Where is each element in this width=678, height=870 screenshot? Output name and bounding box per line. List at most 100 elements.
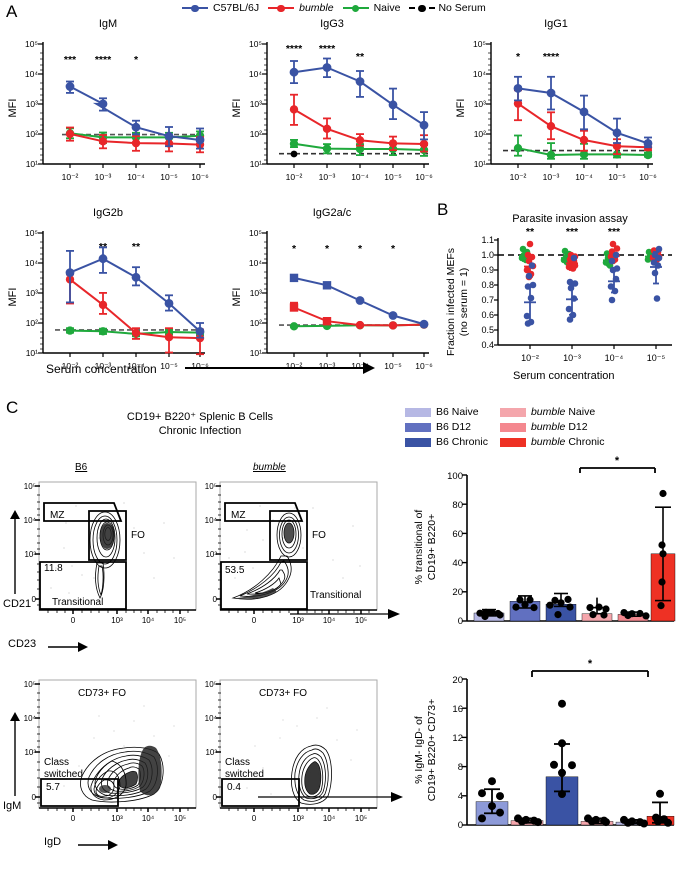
axis-label-y-parasite-2: (no serum = 1) <box>458 268 470 337</box>
series-c57bl6j <box>289 57 429 141</box>
gate-label-mz: MZ <box>50 510 64 521</box>
flow-ytick: 10⁵ <box>205 482 217 491</box>
gate-class-switched <box>221 778 300 807</box>
axis-label-y-transitional-1: % transitional of <box>413 510 425 585</box>
legend-label-b6-d12: B6 D12 <box>436 421 472 433</box>
series-c57bl6j <box>289 273 429 329</box>
chart-svg-parasite-invasion: Fraction infected MEFs (no serum = 1) 1.… <box>445 226 672 363</box>
xtick: 10⁻⁵ <box>647 353 666 363</box>
axis-arrow-panelA <box>185 362 375 374</box>
ytick: 10³ <box>474 99 486 109</box>
ytick: 10² <box>474 129 486 139</box>
series-c57bl6j <box>65 80 205 150</box>
significance-marker: *** <box>608 226 621 238</box>
series-bumble <box>65 273 205 356</box>
ytick: 20 <box>452 587 463 598</box>
panelc-title-line1: CD19+ B220⁺ Splenic B Cells <box>126 411 274 423</box>
xtick: 10⁻⁴ <box>575 172 593 182</box>
flow-plot-bumble-igm-igd: 10⁵ 10⁴ 10³ 0 0 10³ 10⁴ <box>185 676 385 846</box>
flow-ytick: 10⁵ <box>24 482 36 491</box>
flow-ytick: 10³ <box>205 748 217 757</box>
xtick: 10⁻⁵ <box>384 172 401 182</box>
ytick: 10⁴ <box>249 258 262 268</box>
flow-plot-b6-cd21-cd23: 10⁵ 10⁴ 10³ 0 0 10³ 10⁴ <box>4 478 204 648</box>
chart-svg-igg2b: 10⁵ 10⁴ 10³ 10² 10¹ MFI 10⁻² 10⁻³ <box>7 228 209 371</box>
ytick: 10¹ <box>250 159 262 169</box>
xtick: 10⁻² <box>510 172 527 182</box>
axis-label-y-classswitch-1: % IgM- IgD- of <box>413 716 425 784</box>
legend-item-no-serum: No Serum <box>409 2 486 14</box>
axis-label-y-igg1: MFI <box>455 99 467 118</box>
chart-igm: IgM 10⁵ 10⁴ 10³ 10² 10¹ MFI 10⁻² <box>0 18 216 198</box>
gate-label-class: Class <box>44 757 69 768</box>
flow-ytick: 10³ <box>205 550 217 559</box>
legend-label-bumble-chronic: bumble Chronic <box>531 436 605 448</box>
flow-xaxis-arrow-cd23 <box>48 642 88 652</box>
significance-marker: * <box>292 243 297 255</box>
gate-label-fo: FO <box>312 530 326 541</box>
flow-ytick: 10⁴ <box>205 516 218 525</box>
flow-xtick: 0 <box>71 814 76 823</box>
ytick: 10² <box>250 129 262 139</box>
ytick: 10¹ <box>474 159 486 169</box>
significance-marker: **** <box>543 51 560 63</box>
series-bumble <box>289 93 429 153</box>
axis-label-y-transitional-2: CD19+ B220+ <box>426 514 438 581</box>
flow-xtick: 10⁵ <box>355 616 367 625</box>
axis-label-y-parasite-1: Fraction infected MEFs <box>445 248 457 356</box>
ytick: 10¹ <box>250 348 262 358</box>
legend-label-b6-naive: B6 Naive <box>436 406 479 418</box>
swatch-b6-d12 <box>405 422 431 432</box>
legend-line-naive <box>342 3 369 13</box>
ytick: 0.6 <box>481 310 494 320</box>
significance-marker: * <box>391 243 396 255</box>
gate-fo <box>269 510 308 561</box>
significance-marker: ** <box>356 51 365 63</box>
chart-title-igg1: IgG1 <box>544 18 568 30</box>
flow-ytick: 10⁴ <box>24 516 37 525</box>
ytick: 0.9 <box>481 265 494 275</box>
gate-class-switched <box>40 778 119 807</box>
gate-transitional <box>39 561 127 610</box>
ytick: 10⁴ <box>25 258 38 268</box>
flow-xtick: 10⁴ <box>142 814 155 823</box>
legend-label-rest: Naive <box>565 406 596 418</box>
ytick: 0 <box>458 820 463 831</box>
flow-xtick: 10³ <box>111 814 123 823</box>
xtick: 10⁻² <box>521 353 539 363</box>
axis-label-x-parasite: Serum concentration <box>513 370 615 382</box>
swatch-b6-chronic <box>405 437 431 447</box>
flow-ytick: 10³ <box>24 550 36 559</box>
chart-parasite-invasion: Fraction infected MEFs (no serum = 1) 1.… <box>440 224 678 384</box>
flow-axis-label-igd: IgD <box>44 836 62 848</box>
flow-yaxis-arrow-cd21 <box>10 510 20 594</box>
gate-mz <box>224 502 304 522</box>
legend-label-b6-chronic: B6 Chronic <box>436 436 488 448</box>
data-points <box>478 699 672 828</box>
significance-marker: ** <box>526 226 535 238</box>
scatter-group-1 <box>518 240 537 327</box>
gate-label-switched: switched <box>225 769 264 780</box>
chart-title-igm: IgM <box>98 18 118 30</box>
chart-igg2ac: IgG2a/c 10⁵ 10⁴ 10³ 10² 10¹ MFI <box>224 207 440 387</box>
ytick: 20 <box>452 675 463 686</box>
ytick: 10⁴ <box>249 69 262 79</box>
xtick: 10⁻³ <box>563 353 581 363</box>
chart-title-parasite-invasion: Parasite invasion assay <box>512 213 628 225</box>
xtick: 10⁻³ <box>319 172 336 182</box>
series-c57bl6j <box>513 75 653 149</box>
legend-label-italic: bumble <box>530 421 566 433</box>
flow-plot-b6-igm-igd: 10⁵ 10⁴ 10³ 0 0 10³ 10⁴ <box>4 676 204 846</box>
ytick: 12 <box>452 733 463 744</box>
flow-xtick: 0 <box>252 814 257 823</box>
ytick: 10⁵ <box>473 39 486 49</box>
significance-marker: **** <box>286 43 303 55</box>
chart-title-igg2ac: IgG2a/c <box>312 207 352 219</box>
gate-label-class: Class <box>225 757 250 768</box>
ytick: 0.5 <box>481 325 494 335</box>
significance-marker: * <box>615 455 620 467</box>
flow-ytick: 0 <box>32 793 37 802</box>
panel-letter-a: A <box>6 2 18 21</box>
chart-transitional-bar: % transitional of CD19+ B220+ 100 80 60 … <box>400 455 678 645</box>
ytick: 10⁴ <box>473 69 486 79</box>
